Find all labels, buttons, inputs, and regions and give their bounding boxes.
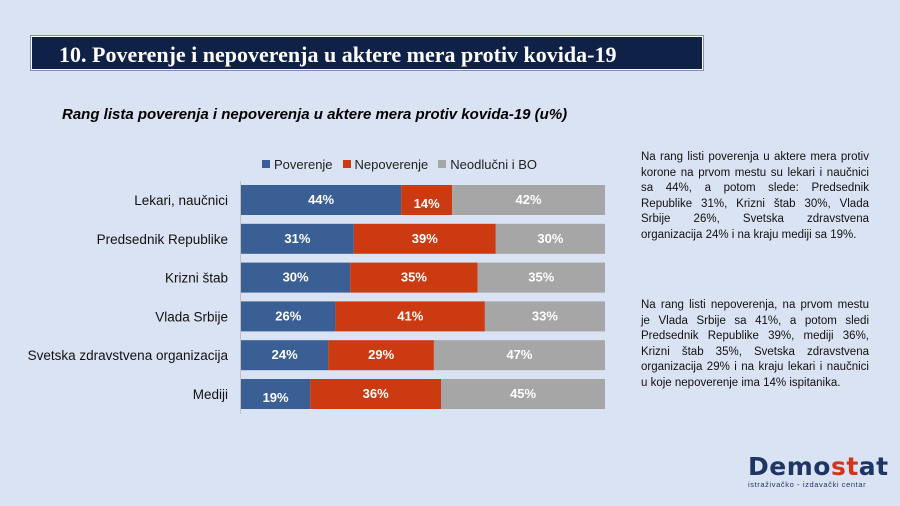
chart-title: Rang lista poverenja i nepoverenja u akt…: [62, 106, 568, 123]
bar-nepoverenje: [353, 223, 496, 254]
data-label-neodlucni: 47%: [506, 347, 532, 362]
bar-poverenje: [241, 301, 336, 332]
bar-poverenje: [241, 185, 402, 215]
bar-neodlucni: [433, 340, 605, 371]
legend-item-poverenje: Poverenje: [262, 157, 333, 172]
bar-poverenje: [241, 340, 329, 371]
logo-part-2: st: [830, 452, 859, 481]
data-label-nepoverenje: 36%: [363, 386, 389, 401]
bar-neodlucni: [452, 185, 605, 215]
legend-label-nepoverenje: Nepoverenje: [354, 156, 429, 172]
logo-part-3: at: [858, 452, 889, 481]
demostat-logo: Demostat istraživačko - izdavački centar: [748, 452, 888, 489]
title-banner: 10. Poverenje i nepoverenja u aktere mer…: [30, 35, 704, 71]
category-label: Predsednik Republike: [97, 232, 228, 247]
bar-nepoverenje: [328, 340, 434, 371]
data-label-poverenje: 26%: [275, 308, 301, 323]
data-label-poverenje: 19%: [263, 390, 289, 405]
legend-swatch-poverenje: [262, 160, 270, 168]
data-label-nepoverenje: 35%: [401, 270, 427, 285]
data-label-poverenje: 30%: [283, 270, 309, 285]
data-label-neodlucni: 35%: [528, 270, 554, 285]
bar-poverenje: [241, 379, 311, 409]
bar-poverenje: [241, 262, 351, 293]
data-label-poverenje: 31%: [284, 231, 310, 246]
category-label: Mediji: [193, 387, 228, 402]
logo-tagline: istraživačko - izdavački centar: [748, 480, 867, 489]
data-label-poverenje: 24%: [272, 347, 298, 362]
bar-nepoverenje: [310, 379, 442, 409]
bar-neodlucni: [495, 223, 605, 254]
bar-neodlucni: [484, 301, 605, 332]
category-label: Lekari, naučnici: [134, 193, 228, 208]
legend-item-nepoverenje: Nepoverenje: [342, 156, 429, 172]
description-distrust: Na rang listi nepoverenja, na prvom mest…: [641, 299, 869, 389]
legend-label-neodlucni: Neodlučni i BO: [450, 156, 537, 172]
category-label: Vlada Srbije: [155, 309, 228, 324]
category-label: Svetska zdravstvena organizacija: [28, 348, 229, 363]
legend-swatch-neodlucni: [438, 160, 447, 168]
data-label-neodlucni: 30%: [537, 231, 563, 246]
data-label-neodlucni: 33%: [532, 308, 558, 323]
description-trust: Na rang listi poverenja u aktere mera pr…: [641, 151, 869, 241]
data-label-nepoverenje: 14%: [414, 196, 440, 211]
bar-neodlucni: [477, 262, 605, 293]
legend-label-poverenje: Poverenje: [274, 156, 333, 172]
legend-swatch-nepoverenje: [342, 160, 351, 168]
page-title: 10. Poverenje i nepoverenja u aktere mer…: [59, 42, 617, 67]
logo-part-1: Demo: [748, 452, 831, 481]
bar-nepoverenje: [335, 301, 485, 332]
bar-nepoverenje: [401, 185, 453, 215]
bar-poverenje: [241, 223, 354, 254]
bar-neodlucni: [441, 379, 605, 409]
chart-legend: Poverenje Nepoverenje Neodlučni i BO: [262, 156, 547, 172]
category-label: Krizni štab: [165, 271, 228, 286]
data-label-nepoverenje: 41%: [397, 308, 423, 323]
bar-nepoverenje: [350, 262, 478, 293]
legend-item-neodlucni: Neodlučni i BO: [438, 157, 537, 172]
data-label-nepoverenje: 39%: [412, 231, 438, 246]
data-label-poverenje: 44%: [308, 192, 334, 207]
logo-wordmark: Demostat: [748, 452, 888, 481]
data-label-nepoverenje: 29%: [368, 347, 394, 362]
data-label-neodlucni: 45%: [510, 386, 536, 401]
data-label-neodlucni: 42%: [516, 192, 542, 207]
